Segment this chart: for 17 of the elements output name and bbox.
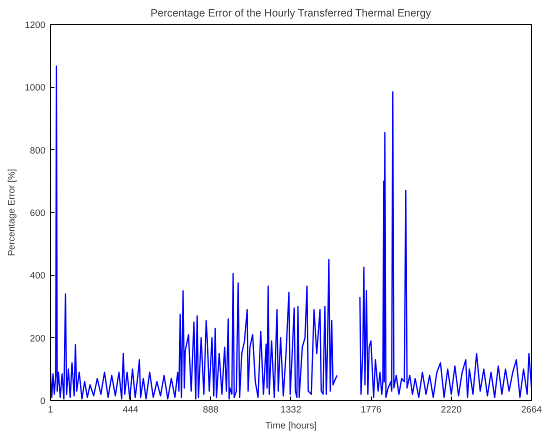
y-tick-label: 800 bbox=[30, 145, 46, 156]
y-tick-label: 400 bbox=[30, 270, 46, 281]
x-axis-title: Time [hours] bbox=[265, 420, 317, 430]
x-tick-label: 444 bbox=[122, 404, 138, 414]
y-tick-label: 0 bbox=[40, 396, 46, 406]
x-tick-label: 1776 bbox=[360, 404, 382, 414]
x-tick-label: 888 bbox=[202, 404, 219, 414]
y-axis-title: Percentage Error [%] bbox=[6, 168, 17, 256]
y-tick-label: 1000 bbox=[24, 82, 46, 93]
x-tick-label: 2220 bbox=[440, 404, 462, 414]
x-tick-label: 2664 bbox=[521, 404, 542, 414]
chart-title: Percentage Error of the Hourly Transferred Thermal Energy bbox=[150, 8, 432, 20]
x-tick-label: 1332 bbox=[280, 404, 302, 414]
x-tick-label: 1 bbox=[48, 404, 54, 414]
y-tick-label: 600 bbox=[30, 208, 46, 218]
y-tick-label: 200 bbox=[30, 333, 46, 344]
y-tick-label: 1200 bbox=[24, 20, 46, 30]
